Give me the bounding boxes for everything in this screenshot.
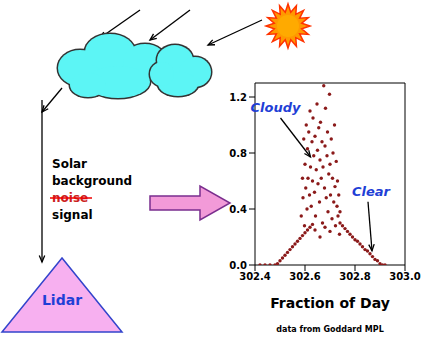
svg-text:signal: signal	[52, 208, 93, 222]
svg-text:Fraction of Day: Fraction of Day	[270, 295, 390, 311]
svg-text:Cloudy: Cloudy	[251, 100, 301, 115]
svg-text:Lidar: Lidar	[42, 292, 82, 308]
svg-text:background: background	[52, 174, 132, 188]
svg-text:302.6: 302.6	[289, 271, 321, 282]
svg-text:0.4: 0.4	[229, 204, 247, 215]
svg-text:data from Goddard MPL: data from Goddard MPL	[276, 325, 383, 334]
svg-text:303.0: 303.0	[389, 271, 421, 282]
svg-text:Solar: Solar	[52, 157, 87, 171]
svg-text:1.2: 1.2	[229, 92, 247, 103]
svg-text:302.4: 302.4	[239, 271, 271, 282]
svg-text:Clear: Clear	[352, 184, 392, 199]
svg-text:0.0: 0.0	[229, 260, 247, 271]
svg-text:302.8: 302.8	[339, 271, 371, 282]
svg-text:noise: noise	[52, 191, 89, 205]
svg-text:0.8: 0.8	[229, 148, 247, 159]
